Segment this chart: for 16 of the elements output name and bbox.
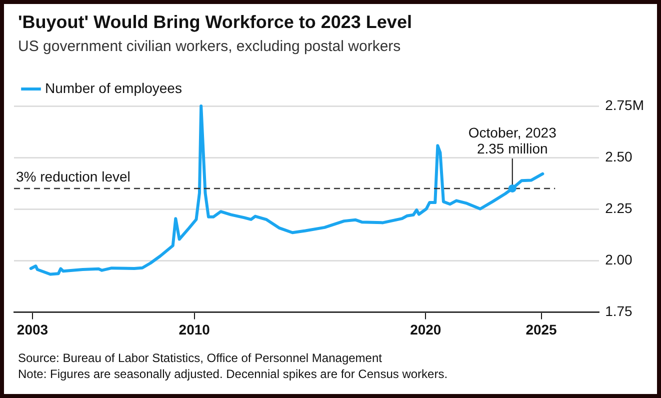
x-tick-label: 2003 <box>16 321 48 338</box>
x-tick-label: 2025 <box>526 321 558 338</box>
chart-subtitle: US government civilian workers, excluding postal workers <box>18 38 401 55</box>
x-tick-label: 2010 <box>178 321 210 338</box>
y-tick-label: 2.50 <box>605 148 633 164</box>
text: Note: Figures are seasonally adjusted. Decennial spikes are for Census workers. <box>18 366 448 382</box>
source-note: Source: Bureau of Labor Statistics, Office of Personnel Management <box>18 350 383 366</box>
chart-title: 'Buyout' Would Bring Workforce to 2023 Level <box>18 12 412 33</box>
ref-line-label: 3% reduction level <box>16 168 130 184</box>
x-tick-label: 2020 <box>410 321 442 338</box>
y-tick-label: 1.75 <box>605 303 633 320</box>
legend-label: Number of employees <box>45 80 182 96</box>
y-tick-label: 2.75M <box>605 96 644 113</box>
y-tick-label: 2.25 <box>605 200 633 216</box>
annotation: October, 2023 2.35 million <box>468 124 557 156</box>
y-tick-label: 2.00 <box>605 252 633 268</box>
